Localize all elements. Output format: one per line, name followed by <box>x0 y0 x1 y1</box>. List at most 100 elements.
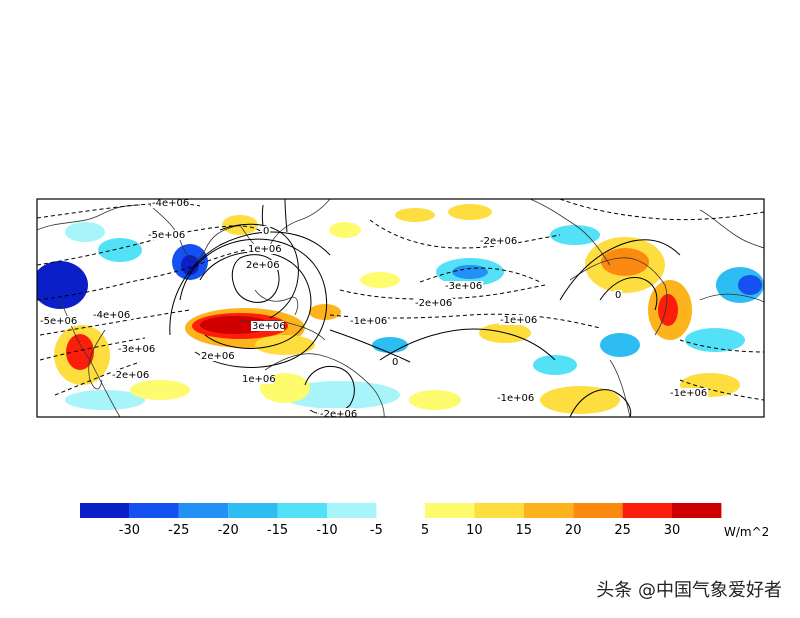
coastline-2 <box>88 329 106 390</box>
anomaly-shade-38 <box>360 272 400 288</box>
contour-label-bg-21 <box>669 388 709 398</box>
contour-line-23 <box>679 379 764 401</box>
contour-label-bg-19 <box>496 393 536 403</box>
anomaly-shade-18 <box>601 248 649 276</box>
anomaly-shade-12 <box>66 334 94 370</box>
anomaly-shade-14 <box>452 265 488 279</box>
contour-line-8 <box>199 251 312 349</box>
contour-label-bg-9 <box>251 321 284 331</box>
contour-line-21 <box>559 239 681 301</box>
contour-line-9 <box>179 238 328 368</box>
colorbar-neg-segment-3 <box>228 503 278 518</box>
contour-label-4: 2e+06 <box>246 260 280 271</box>
anomaly-shade-29 <box>65 390 145 410</box>
anomaly-shade-35 <box>600 333 640 357</box>
contour-line-17 <box>419 267 541 283</box>
coastline-11 <box>699 209 764 249</box>
anomaly-shade-5 <box>65 222 105 242</box>
colorbar-tick-label-6: 5 <box>421 523 429 538</box>
watermark: 头条 @中国气象爱好者 <box>596 580 782 601</box>
contour-line-1 <box>37 225 263 266</box>
contour-line-18 <box>379 328 556 361</box>
colorbar-pos-segment-2 <box>523 503 574 518</box>
anomaly-shade-4 <box>98 238 142 262</box>
colorbar: -30 -25 -20 -15 -10 -5 5 10 15 20 25 30 W/m^2 <box>80 503 769 539</box>
coastline-5 <box>254 289 299 316</box>
coastline-9 <box>569 257 668 336</box>
anomaly-shade-23 <box>540 386 620 414</box>
contour-label-bg-5 <box>39 316 79 326</box>
contour-label-bg-4 <box>245 260 278 270</box>
contour-label-bg-10 <box>200 351 233 361</box>
contour-label-20: 0 <box>615 290 621 301</box>
contour-label-bg-12 <box>479 236 519 246</box>
contour-label-6: -4e+06 <box>93 310 130 321</box>
colorbar-neg-segment-5 <box>327 503 377 518</box>
contour-line-12 <box>284 199 288 233</box>
colorbar-neg-segment-2 <box>178 503 229 518</box>
contour-labels: -4e+06 -5e+06 0 1e+06 2e+06 -5e+06 -4e+06 -3e+0… <box>39 198 709 420</box>
colorbar-pos-segment-3 <box>573 503 623 518</box>
map-border <box>36 198 765 418</box>
anomaly-shade-9 <box>255 335 315 355</box>
contour-label-9: 3e+06 <box>252 321 286 332</box>
colorbar-tick-label-9: 20 <box>565 523 582 538</box>
colorbar-pos-segment-1 <box>474 503 524 518</box>
contour-line-10 <box>169 231 331 336</box>
contour-line-3 <box>39 309 191 336</box>
anomaly-shade-28 <box>685 328 745 352</box>
contour-line-16 <box>339 284 546 300</box>
contour-label-bg-20 <box>614 290 623 300</box>
anomaly-shade-33 <box>448 204 492 220</box>
colorbar-pos-segment-5 <box>672 503 722 518</box>
contour-line-7 <box>231 254 280 303</box>
contour-label-13: -1e+06 <box>350 316 387 327</box>
contour-line-20 <box>569 389 632 417</box>
colorbar-units: W/m^2 <box>724 525 769 539</box>
contour-label-22: -2e+06 <box>320 409 357 420</box>
contour-label-bg-22 <box>319 409 359 419</box>
contour-label-bg-18 <box>391 357 400 367</box>
contour-label-12: -2e+06 <box>480 236 517 247</box>
anomaly-shade-34 <box>533 355 577 375</box>
contour-label-0: -4e+06 <box>152 198 189 209</box>
colorbar-neg-segment-1 <box>129 503 179 518</box>
contour-line-6 <box>219 223 299 319</box>
anomaly-shade-24 <box>409 390 461 410</box>
contour-label-18: 0 <box>392 357 398 368</box>
colorbar-tick-label-5: -5 <box>370 523 383 538</box>
anomaly-shade-22 <box>738 275 762 295</box>
contour-label-bg-8 <box>111 370 151 380</box>
colorbar-tick-label-8: 15 <box>516 523 533 538</box>
contour-label-14: -2e+06 <box>415 298 452 309</box>
contour-label-21: -1e+06 <box>670 388 707 399</box>
contour-line-15 <box>369 219 561 249</box>
contour-label-3: 1e+06 <box>248 244 282 255</box>
contour-label-bg-15 <box>444 281 484 291</box>
anomaly-shading <box>37 204 764 414</box>
contour-label-bg-14 <box>414 298 454 308</box>
anomaly-shade-27 <box>550 225 600 245</box>
contour-line-13 <box>329 329 411 363</box>
coastline-8 <box>529 199 611 266</box>
anomaly-shade-32 <box>395 208 435 222</box>
colorbar-tick-label-3: -15 <box>267 523 288 538</box>
colorbar-neg-segment-0 <box>80 503 130 518</box>
contour-line-5 <box>54 361 141 396</box>
anomaly-shade-1 <box>46 271 78 299</box>
colorbar-tick-label-1: -25 <box>168 523 189 538</box>
colorbar-tick-label-7: 10 <box>466 523 483 538</box>
colorbar-neg-segment-4 <box>277 503 327 518</box>
anomaly-shade-10 <box>309 304 341 320</box>
contour-label-bg-17 <box>499 315 539 325</box>
contour-label-bg-2 <box>262 226 271 236</box>
colorbar-pos-segment-0 <box>425 503 475 518</box>
anomaly-shade-20 <box>658 294 678 326</box>
colorbar-pos-segment-4 <box>622 503 672 518</box>
contour-label-bg-3 <box>247 244 280 254</box>
coastline-3 <box>149 204 241 260</box>
contour-line-2 <box>37 247 259 301</box>
coastline-7 <box>264 353 385 417</box>
contour-label-19: -1e+06 <box>497 393 534 404</box>
